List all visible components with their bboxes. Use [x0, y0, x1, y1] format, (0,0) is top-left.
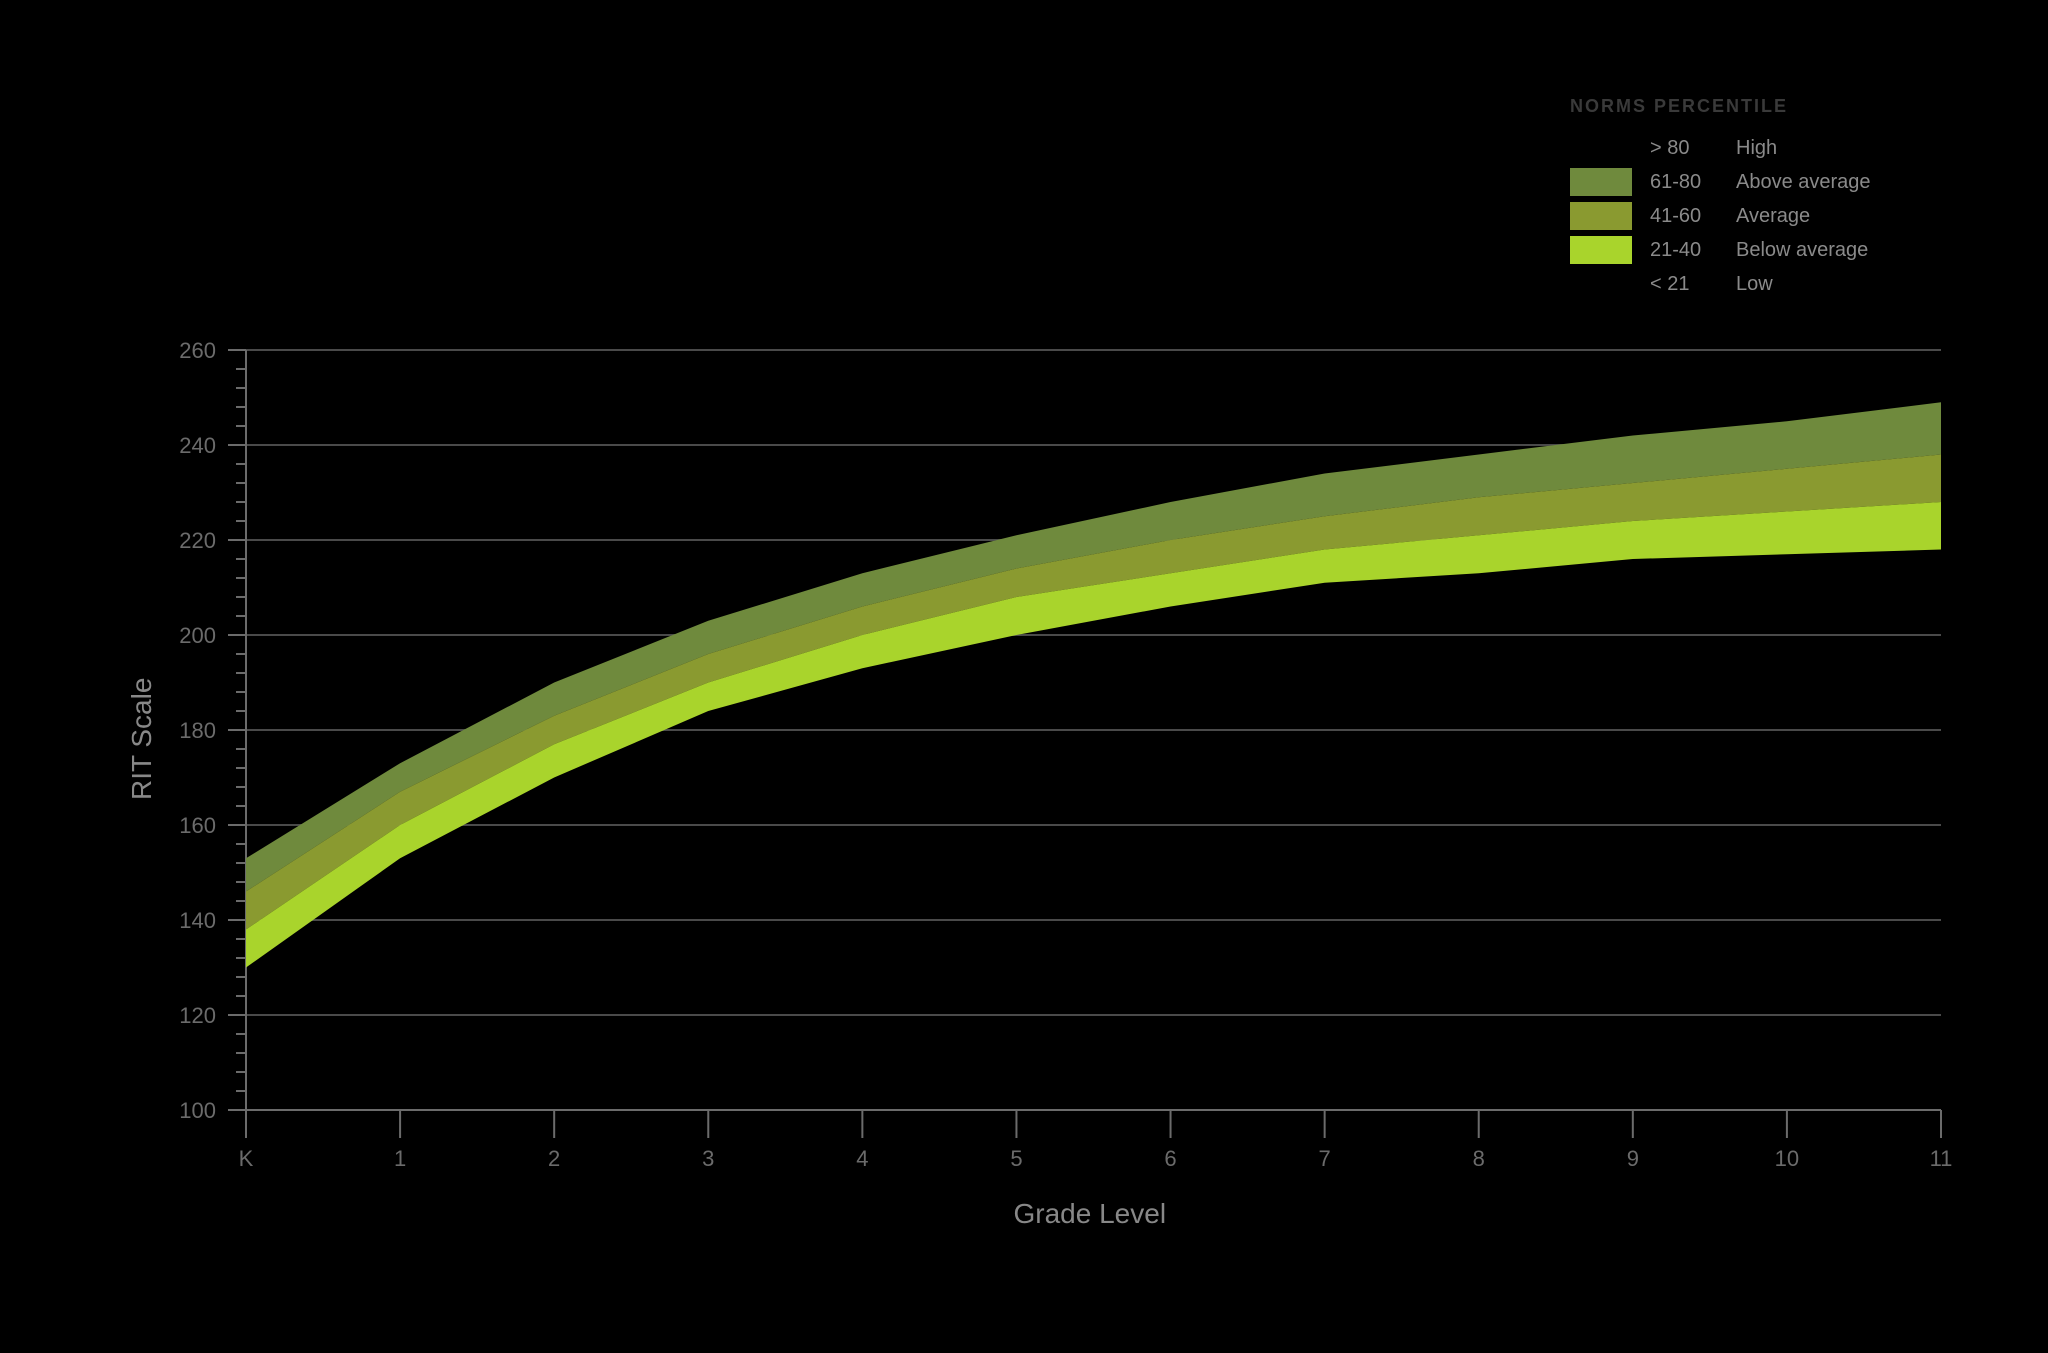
- legend-swatch: [1570, 202, 1632, 230]
- legend-row: 61-80Above average: [1570, 165, 1990, 199]
- chart-container: 100 120 140 160 180 200 220 240 260 K 1 2 3 4 5 6 7 8 9 10 1…: [0, 0, 2048, 1353]
- legend-row: > 80High: [1570, 131, 1990, 165]
- svg-text:9: 9: [1627, 1146, 1639, 1171]
- legend-range: 41-60: [1650, 205, 1736, 228]
- legend-row: < 21Low: [1570, 267, 1990, 301]
- legend-label: Below average: [1736, 239, 1868, 262]
- legend-range: > 80: [1650, 137, 1736, 160]
- svg-text:160: 160: [179, 813, 216, 838]
- legend-range: 21-40: [1650, 239, 1736, 262]
- svg-text:K: K: [239, 1146, 254, 1171]
- legend-title: NORMS PERCENTILE: [1570, 96, 1990, 117]
- svg-text:220: 220: [179, 528, 216, 553]
- svg-text:260: 260: [179, 338, 216, 363]
- svg-text:180: 180: [179, 718, 216, 743]
- legend: NORMS PERCENTILE > 80High61-80Above aver…: [1570, 96, 1990, 301]
- svg-text:10: 10: [1775, 1146, 1799, 1171]
- svg-text:140: 140: [179, 908, 216, 933]
- svg-text:100: 100: [179, 1098, 216, 1123]
- legend-swatch: [1570, 168, 1632, 196]
- y-axis-title: RIT Scale: [126, 678, 158, 800]
- svg-text:240: 240: [179, 433, 216, 458]
- legend-range: < 21: [1650, 273, 1736, 296]
- legend-swatch: [1570, 236, 1632, 264]
- svg-text:11: 11: [1930, 1146, 1953, 1171]
- svg-text:7: 7: [1319, 1146, 1331, 1171]
- svg-text:2: 2: [548, 1146, 560, 1171]
- legend-range: 61-80: [1650, 171, 1736, 194]
- legend-swatch: [1570, 134, 1632, 162]
- legend-label: Average: [1736, 205, 1810, 228]
- legend-label: Low: [1736, 273, 1773, 296]
- legend-row: 41-60Average: [1570, 199, 1990, 233]
- legend-row: 21-40Below average: [1570, 233, 1990, 267]
- svg-text:3: 3: [702, 1146, 714, 1171]
- svg-text:200: 200: [179, 623, 216, 648]
- legend-label: High: [1736, 137, 1777, 160]
- svg-text:5: 5: [1010, 1146, 1022, 1171]
- legend-label: Above average: [1736, 171, 1871, 194]
- svg-text:1: 1: [394, 1146, 406, 1171]
- legend-swatch: [1570, 270, 1632, 298]
- svg-text:6: 6: [1164, 1146, 1176, 1171]
- svg-text:8: 8: [1473, 1146, 1485, 1171]
- svg-text:120: 120: [179, 1003, 216, 1028]
- x-axis-title: Grade Level: [1014, 1198, 1167, 1230]
- svg-text:4: 4: [856, 1146, 868, 1171]
- legend-rows: > 80High61-80Above average41-60Average21…: [1570, 131, 1990, 301]
